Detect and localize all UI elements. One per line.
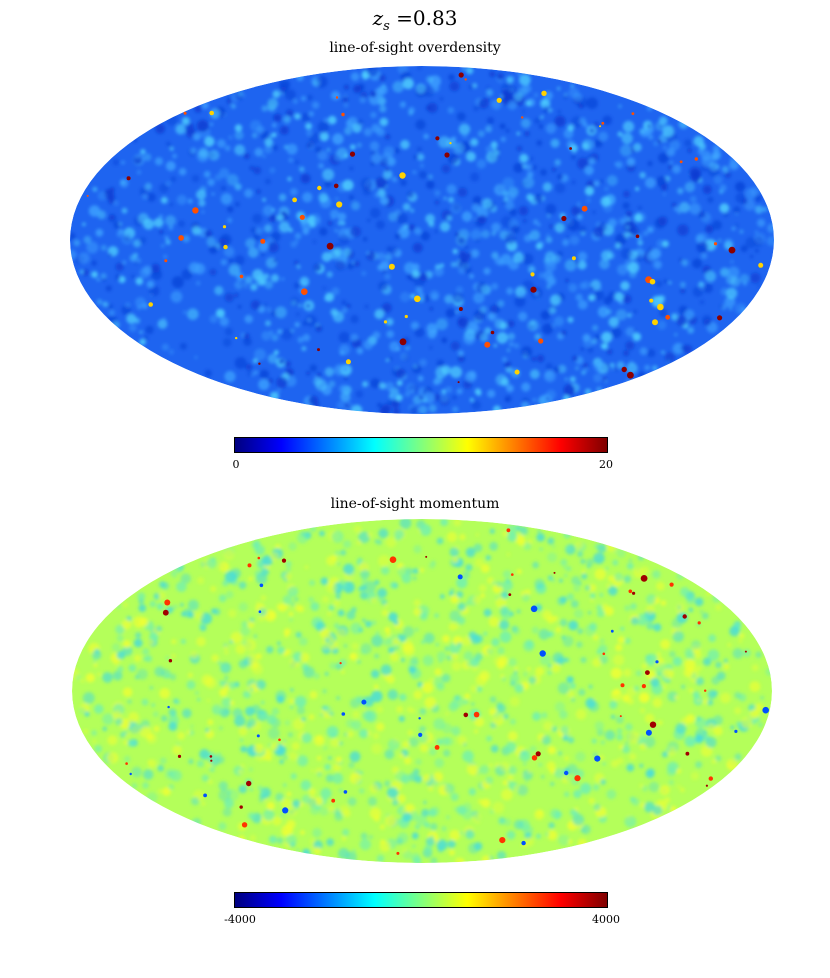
overdensity-colorbar-max: 20 xyxy=(599,458,613,471)
title-subscript: s xyxy=(383,19,390,34)
momentum-colorbar-max: 4000 xyxy=(592,913,620,926)
momentum-panel-title: line-of-sight momentum xyxy=(330,496,500,512)
title-value: =0.83 xyxy=(396,6,458,30)
map-hotspots xyxy=(125,528,769,855)
overdensity-colorbar-min: 0 xyxy=(232,458,240,471)
map-texture xyxy=(72,519,772,863)
overdensity-panel-title: line-of-sight overdensity xyxy=(329,40,501,56)
overdensity-mollweide-map xyxy=(70,66,774,414)
map-texture xyxy=(70,66,774,414)
title-variable: z xyxy=(372,6,384,30)
figure-title: zs =0.83 xyxy=(0,6,830,34)
map-hotspots xyxy=(86,72,764,384)
momentum-colorbar-min: -4000 xyxy=(224,913,256,926)
momentum-colorbar xyxy=(234,892,608,908)
overdensity-colorbar xyxy=(234,437,608,453)
momentum-mollweide-map xyxy=(72,519,772,863)
